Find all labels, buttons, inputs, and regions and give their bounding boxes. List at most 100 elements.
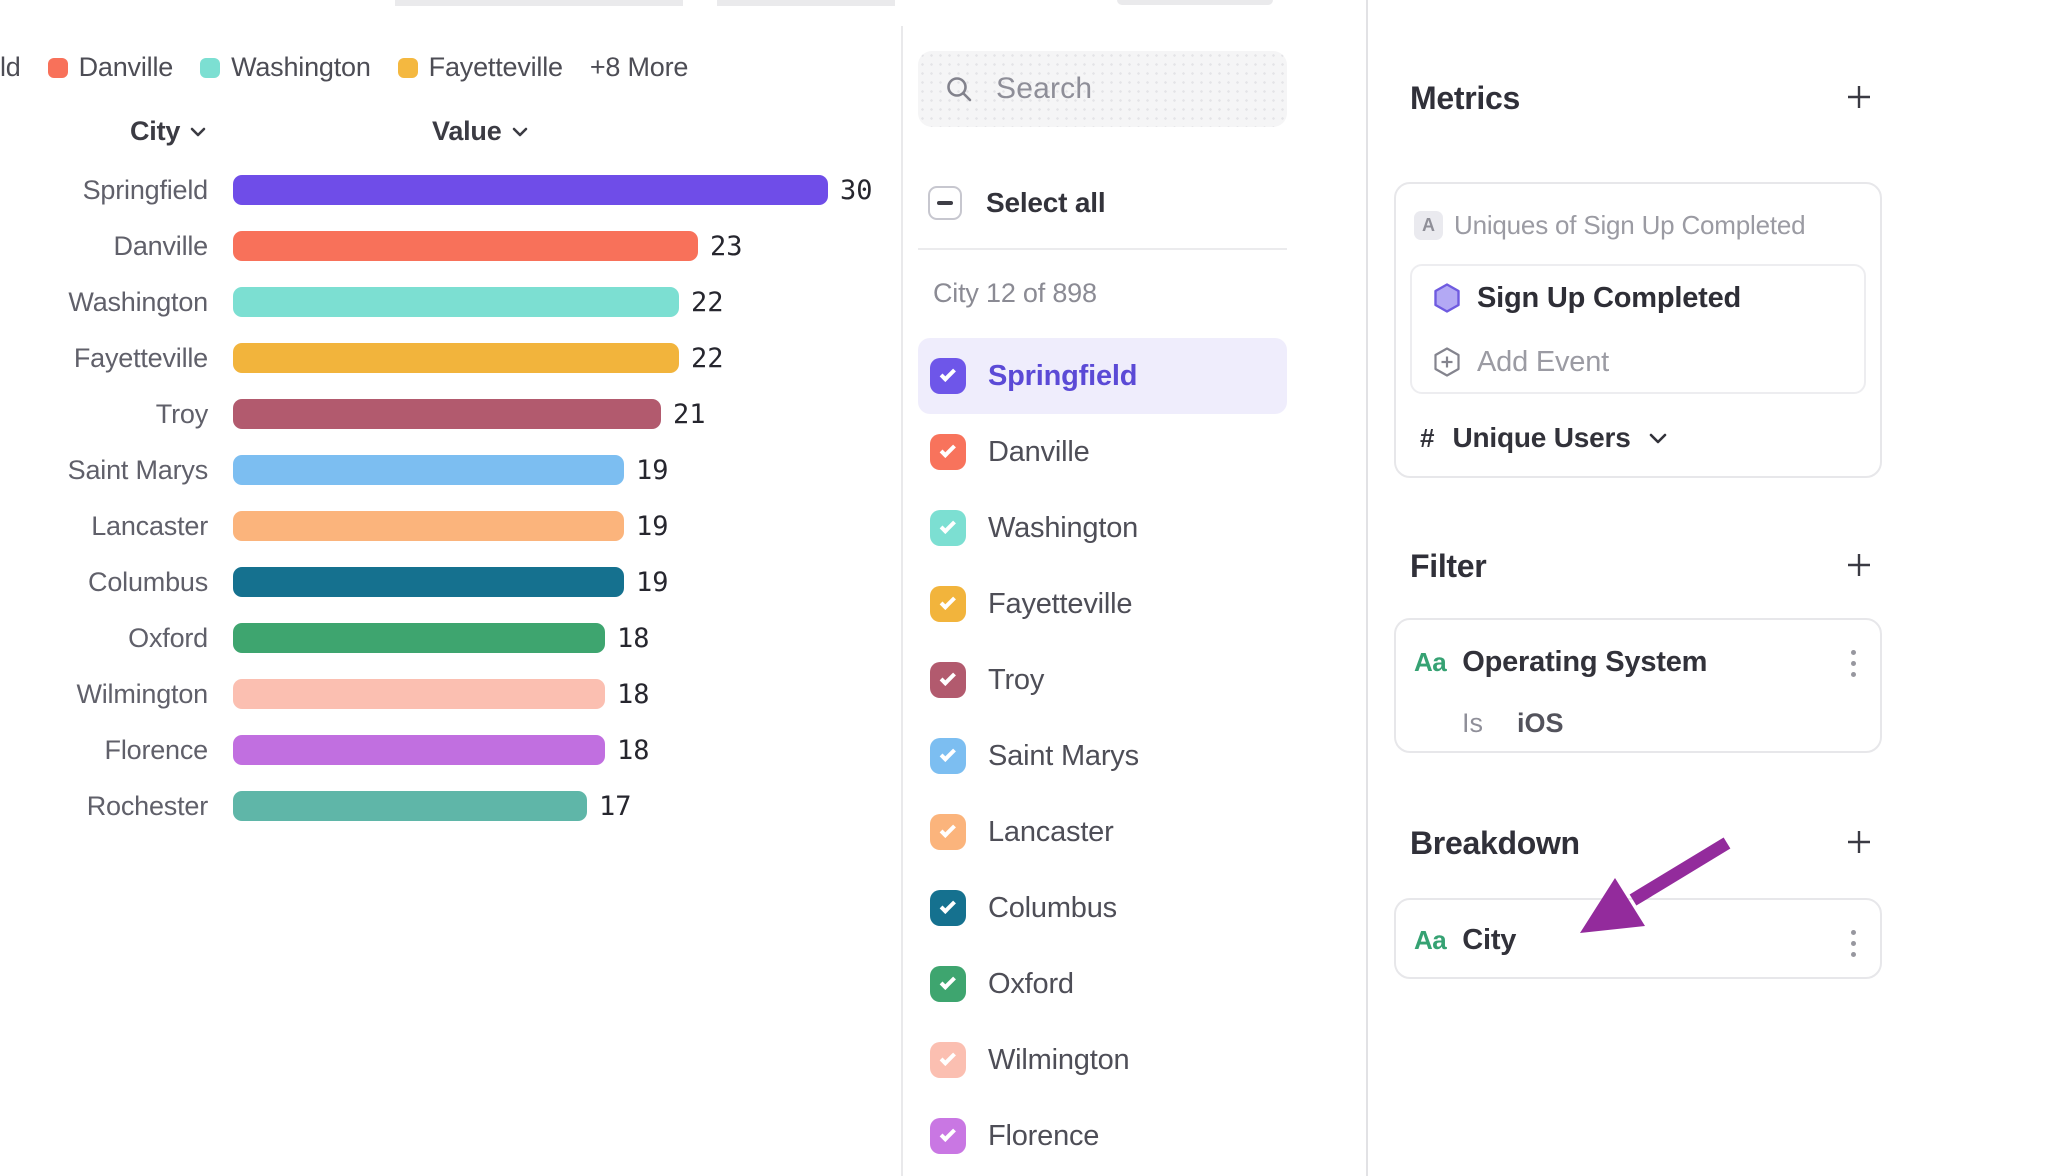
check-icon xyxy=(939,365,956,383)
list-item[interactable]: Wilmington xyxy=(918,1022,1287,1098)
list-item[interactable]: Troy xyxy=(918,642,1287,718)
background-tab-fragment xyxy=(1117,0,1273,5)
checkbox[interactable] xyxy=(930,1042,966,1078)
legend-swatch-icon xyxy=(200,57,221,78)
list-item[interactable]: Washington xyxy=(918,490,1287,566)
checkbox[interactable] xyxy=(930,890,966,926)
chart-legend: ld Danville Washington Fayetteville +8 More xyxy=(0,52,688,83)
list-item[interactable]: Danville xyxy=(918,414,1287,490)
bar-category-label: Rochester xyxy=(86,790,208,821)
chevron-down-icon xyxy=(512,127,527,136)
bar[interactable] xyxy=(233,399,661,429)
add-breakdown-button[interactable] xyxy=(1846,829,1872,855)
bar-row: Danville 23 xyxy=(0,218,901,274)
bar-row: Saint Marys 19 xyxy=(0,442,901,498)
legend-item[interactable]: ld xyxy=(0,52,21,83)
query-builder-panel: Metrics A Uniques of Sign Up Completed S… xyxy=(1366,0,2064,1176)
bar[interactable] xyxy=(233,175,828,205)
checkbox[interactable] xyxy=(930,738,966,774)
bar-value-label: 19 xyxy=(636,566,669,598)
bar-category-label: Danville xyxy=(113,230,209,261)
bar[interactable] xyxy=(233,567,624,597)
check-icon xyxy=(939,973,956,991)
checkbox[interactable] xyxy=(930,662,966,698)
bar[interactable] xyxy=(233,343,679,373)
checkbox[interactable] xyxy=(930,586,966,622)
bar[interactable] xyxy=(233,735,605,765)
filter-menu-button[interactable] xyxy=(1851,650,1856,677)
list-item[interactable]: Fayetteville xyxy=(918,566,1287,642)
panel-divider xyxy=(901,26,903,1176)
search-input[interactable]: Search xyxy=(918,51,1287,127)
bar-chart: Springfield 30 Danville 23 Washington 22 Fayet… xyxy=(0,162,901,834)
filter-condition-row[interactable]: Is iOS xyxy=(1462,708,1564,739)
bar-row: Washington 22 xyxy=(0,274,901,330)
bar[interactable] xyxy=(233,623,605,653)
list-item[interactable]: Columbus xyxy=(918,870,1287,946)
search-icon xyxy=(947,77,972,102)
event-hexagon-icon xyxy=(1434,283,1460,313)
checkbox[interactable] xyxy=(930,358,966,394)
bar-value-label: 23 xyxy=(710,230,743,262)
checkbox[interactable] xyxy=(930,966,966,1002)
bar[interactable] xyxy=(233,511,624,541)
list-item[interactable]: Springfield xyxy=(918,338,1287,414)
bar-value-label: 22 xyxy=(691,286,724,318)
list-item[interactable]: Lancaster xyxy=(918,794,1287,870)
check-icon xyxy=(939,897,956,915)
metrics-section-title: Metrics xyxy=(1410,80,1520,116)
select-all-row[interactable]: Select all xyxy=(928,186,1106,220)
indeterminate-icon xyxy=(937,201,953,205)
bar-category-label: Troy xyxy=(155,398,208,429)
aggregation-selector[interactable]: # Unique Users xyxy=(1420,422,1667,454)
add-metric-button[interactable] xyxy=(1846,84,1872,110)
filter-property-row[interactable]: Aa Operating System xyxy=(1414,646,1707,679)
breakdown-property-row[interactable]: Aa City xyxy=(1414,924,1516,957)
city-checkbox-list: Springfield Danville Washington Fayettevill… xyxy=(918,338,1287,1174)
aggregation-label: Unique Users xyxy=(1452,422,1631,453)
bar-category-label: Florence xyxy=(104,734,209,765)
divider xyxy=(918,248,1287,250)
bar-row: Wilmington 18 xyxy=(0,666,901,722)
legend-item[interactable]: Fayetteville xyxy=(397,52,563,83)
list-item[interactable]: Florence xyxy=(918,1098,1287,1174)
column-header-value-label: Value xyxy=(432,116,502,146)
breakdown-card[interactable]: Aa City xyxy=(1394,898,1882,979)
bar[interactable] xyxy=(233,231,698,261)
bar[interactable] xyxy=(233,791,587,821)
bar-category-label: Springfield xyxy=(82,174,209,205)
event-row[interactable]: Sign Up Completed xyxy=(1412,266,1864,330)
background-tab-fragment xyxy=(395,0,683,6)
list-item[interactable]: Saint Marys xyxy=(918,718,1287,794)
column-header-city-label: City xyxy=(130,116,181,146)
filter-card[interactable]: Aa Operating System Is iOS xyxy=(1394,618,1882,753)
bar-row: Florence 18 xyxy=(0,722,901,778)
checkbox[interactable] xyxy=(930,434,966,470)
checkbox[interactable] xyxy=(930,1118,966,1154)
legend-item[interactable]: Washington xyxy=(200,52,371,83)
column-header-value[interactable]: Value xyxy=(432,116,528,147)
select-all-label: Select all xyxy=(986,187,1106,218)
column-header-city[interactable]: City xyxy=(130,116,206,147)
number-icon: # xyxy=(1420,422,1435,453)
list-item-label: Wilmington xyxy=(988,1043,1130,1076)
add-event-row[interactable]: Add Event xyxy=(1412,330,1864,394)
select-all-checkbox[interactable] xyxy=(928,186,962,220)
legend-item[interactable]: Danville xyxy=(47,52,174,83)
breakdown-menu-button[interactable] xyxy=(1851,930,1856,957)
checkbox[interactable] xyxy=(930,814,966,850)
list-item-label: Florence xyxy=(988,1119,1100,1152)
event-name: Sign Up Completed xyxy=(1477,281,1742,314)
legend-label: Danville xyxy=(78,52,174,82)
list-item[interactable]: Oxford xyxy=(918,946,1287,1022)
bar[interactable] xyxy=(233,287,679,317)
add-filter-button[interactable] xyxy=(1846,552,1872,578)
check-icon xyxy=(939,821,956,839)
bar-value-label: 19 xyxy=(636,454,669,486)
check-icon xyxy=(939,1049,956,1067)
checkbox[interactable] xyxy=(930,510,966,546)
bar[interactable] xyxy=(233,679,605,709)
bar[interactable] xyxy=(233,455,624,485)
legend-more-button[interactable]: +8 More xyxy=(589,52,689,82)
check-icon xyxy=(939,669,956,687)
